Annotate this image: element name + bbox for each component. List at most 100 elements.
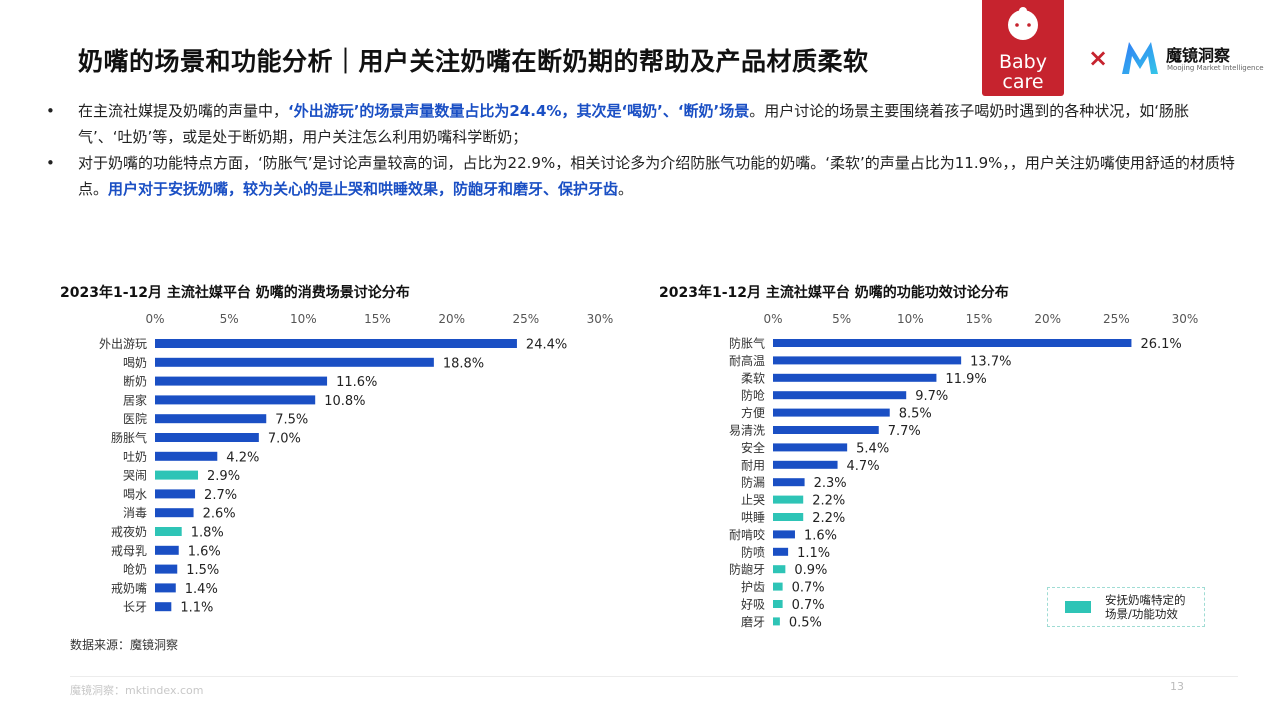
legend-swatch	[1065, 601, 1091, 613]
category-label: 吐奶	[123, 450, 147, 464]
category-label: 方便	[741, 405, 765, 420]
bar	[155, 339, 517, 348]
footer-site: 魔镜洞察：mktindex.com	[70, 684, 204, 697]
category-label: 喝奶	[123, 356, 147, 370]
mojing-logo-subtitle: Moojing Market Intelligence	[1167, 64, 1264, 72]
category-label: 断奶	[123, 374, 147, 389]
bar	[773, 600, 783, 608]
value-label: 1.8%	[191, 526, 224, 541]
value-label: 1.6%	[188, 544, 221, 559]
x-tick-label: 25%	[512, 312, 539, 326]
category-label: 医院	[123, 412, 147, 426]
category-label: 哄睡	[741, 511, 765, 525]
bar	[773, 356, 962, 365]
x-tick-label: 30%	[1172, 312, 1199, 326]
category-label: 耐啃咬	[729, 527, 765, 542]
bar	[773, 478, 805, 487]
x-tick-label: 10%	[290, 312, 317, 326]
bar	[773, 513, 804, 521]
bar	[773, 547, 789, 556]
x-tick-label: 15%	[364, 312, 391, 326]
page-title: 奶嘴的场景和功能分析｜用户关注奶嘴在断奶期的帮助及产品材质柔软	[78, 47, 869, 76]
chart-scene: 0% 5% 10% 15% 20% 25% 30% 外出游玩 24.4% 喝奶 18.8% 断奶 11.…	[99, 312, 614, 616]
baby-face-icon	[1008, 7, 1038, 40]
babycare-logo: Baby care	[982, 0, 1064, 96]
babycare-logo-line2: care	[1002, 71, 1044, 93]
category-label: 戒夜奶	[111, 524, 147, 539]
bar	[773, 495, 804, 504]
category-label: 居家	[123, 392, 147, 407]
bar	[155, 395, 316, 405]
category-label: 防呛	[741, 388, 765, 403]
bar	[155, 470, 199, 480]
page-number: 13	[1170, 680, 1184, 693]
category-label: 喝水	[123, 487, 147, 501]
x-tick-label: 5%	[832, 312, 851, 326]
category-label: 柔软	[741, 371, 765, 385]
bar	[773, 426, 879, 434]
bar	[155, 489, 196, 499]
value-label: 4.2%	[226, 450, 259, 465]
value-label: 2.6%	[203, 507, 236, 522]
bullet-highlight: 用户对于安抚奶嘴，较为关心的是止哭和哄睡效果，防龅牙和磨牙、保护牙齿	[108, 180, 619, 198]
x-tick-label: 30%	[587, 312, 614, 326]
category-label: 防胀气	[729, 336, 765, 351]
bar	[773, 530, 795, 539]
babycare-logo-line1: Baby	[999, 51, 1047, 73]
value-label: 26.1%	[1140, 337, 1181, 352]
mojing-m-icon	[1122, 42, 1158, 74]
x-tick-label: 0%	[145, 312, 164, 326]
x-tick-label: 0%	[763, 312, 782, 326]
value-label: 1.1%	[180, 601, 213, 616]
value-label: 1.4%	[185, 582, 218, 597]
bar	[155, 357, 434, 367]
value-label: 0.9%	[794, 563, 827, 578]
x-tick-label: 5%	[220, 312, 239, 326]
value-label: 1.1%	[797, 546, 830, 561]
bar	[773, 373, 937, 382]
bullet-text: 。用户讨论的场景主要围绕着孩子喝奶时遇到的各种状况，如‘肠胀气’、‘吐奶’等，或…	[78, 102, 1190, 146]
bar	[155, 583, 176, 593]
bullet-scene: • 在主流社媒提及奶嘴的声量中，‘外出游玩’的场景声量数量占比为24.4%，其次…	[46, 98, 1236, 150]
value-label: 7.0%	[268, 432, 301, 447]
chart-function: 0% 5% 10% 15% 20% 25% 30% 防胀气 26.1% 耐高温 13.7% 柔软 11.…	[729, 312, 1199, 630]
value-label: 2.2%	[812, 511, 845, 526]
category-label: 护齿	[741, 580, 765, 594]
summary-bullets: • 在主流社媒提及奶嘴的声量中，‘外出游玩’的场景声量数量占比为24.4%，其次…	[46, 98, 1236, 202]
legend-label: 安抚奶嘴特定的 场景/功能功效	[1105, 593, 1186, 621]
category-label: 防漏	[741, 475, 765, 490]
value-label: 2.9%	[207, 469, 240, 484]
category-label: 磨牙	[741, 615, 765, 629]
value-label: 0.5%	[789, 615, 822, 630]
category-label: 好吸	[741, 598, 765, 612]
chart-scene-title: 2023年1-12月 主流社媒平台 奶嘴的消费场景讨论分布	[60, 285, 410, 301]
chart-legend: 安抚奶嘴特定的 场景/功能功效	[1047, 587, 1205, 627]
category-label: 哭闹	[123, 469, 147, 483]
data-source: 数据来源：魔镜洞察	[70, 638, 179, 652]
value-label: 7.7%	[888, 424, 921, 439]
value-label: 2.7%	[204, 488, 237, 503]
chart-function-title: 2023年1-12月 主流社媒平台 奶嘴的功能功效讨论分布	[659, 285, 1009, 301]
bullet-text: 。	[618, 180, 634, 198]
bar	[155, 564, 178, 574]
bullet-dot: •	[46, 154, 55, 172]
x-tick-label: 15%	[966, 312, 993, 326]
bullet-text: 在主流社媒提及奶嘴的声量中，	[78, 102, 289, 120]
legend-label-line1: 安抚奶嘴特定的	[1105, 593, 1186, 607]
value-label: 2.2%	[812, 494, 845, 509]
x-tick-label: 20%	[438, 312, 465, 326]
category-label: 防龅牙	[729, 562, 765, 577]
bullet-text: 对于奶嘴的功能特点方面，‘防胀气’是讨论声量较高的词，占比为22.9%，相关讨论…	[78, 154, 1235, 198]
bullet-dot: •	[46, 102, 55, 120]
bar	[155, 545, 179, 555]
bar	[155, 376, 328, 386]
footer-divider	[70, 676, 1238, 677]
value-label: 11.9%	[945, 372, 986, 387]
value-label: 11.6%	[336, 375, 377, 390]
bar	[155, 414, 267, 424]
bullet-function: • 对于奶嘴的功能特点方面，‘防胀气’是讨论声量较高的词，占比为22.9%，相关…	[46, 150, 1236, 202]
value-label: 9.7%	[915, 389, 948, 404]
category-label: 戒奶嘴	[111, 581, 147, 595]
category-label: 长牙	[123, 600, 147, 614]
value-label: 0.7%	[792, 581, 825, 596]
